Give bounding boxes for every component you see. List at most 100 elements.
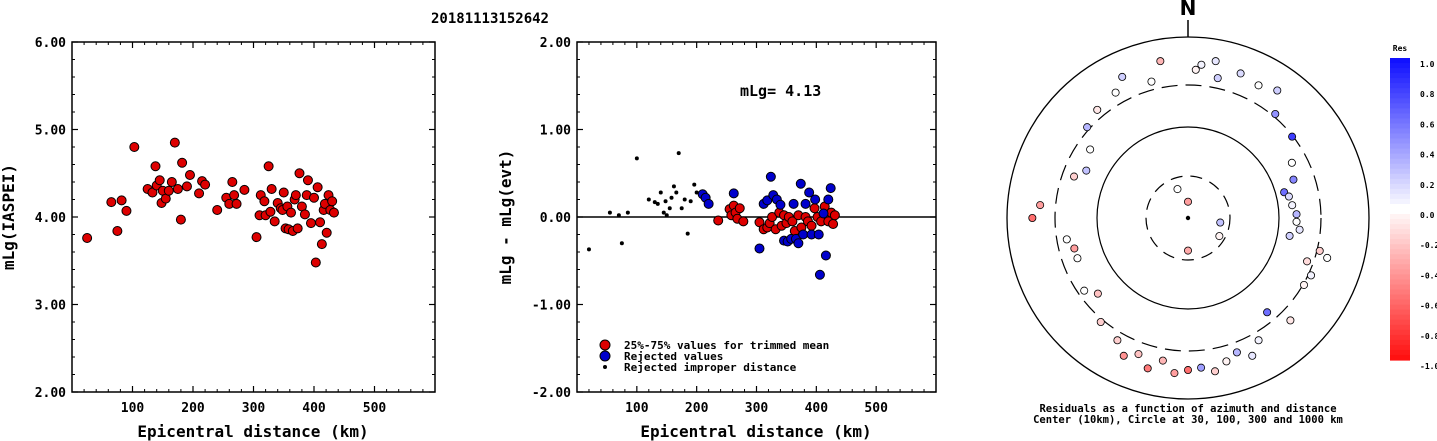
station-marker bbox=[1254, 336, 1263, 345]
colorbar-swatch bbox=[1390, 234, 1410, 240]
y-tick-label: 5.00 bbox=[35, 124, 66, 139]
station-marker bbox=[1082, 166, 1091, 175]
data-point bbox=[646, 197, 651, 202]
magnitude-vs-distance-chart: 2.00 3.00 4.00 5.00 6.00 100 200 300 400 500 Epi… bbox=[0, 36, 436, 441]
y-tick-labels: 2.00 3.00 4.00 5.00 6.00 bbox=[35, 36, 66, 401]
station-marker bbox=[1036, 201, 1045, 210]
ring-100km bbox=[1096, 126, 1280, 310]
x-tick-label: 400 bbox=[302, 401, 326, 416]
colorbar-swatch bbox=[1390, 324, 1410, 331]
station-marker bbox=[1113, 336, 1122, 345]
data-point bbox=[172, 184, 183, 194]
data-point bbox=[312, 182, 323, 193]
colorbar-swatch bbox=[1390, 178, 1410, 185]
colorbar-swatch bbox=[1390, 309, 1410, 316]
colorbar-swatch bbox=[1390, 354, 1410, 361]
station-marker bbox=[1213, 74, 1222, 83]
colorbar-swatch bbox=[1390, 269, 1410, 276]
station-marker bbox=[1287, 158, 1296, 167]
data-point bbox=[685, 231, 690, 236]
data-point bbox=[713, 215, 724, 226]
data-point bbox=[327, 196, 338, 207]
colorbar-swatch bbox=[1390, 193, 1410, 200]
x-tick-label: 300 bbox=[242, 401, 266, 416]
north-label: N bbox=[1180, 0, 1197, 20]
data-point bbox=[787, 216, 798, 227]
data-point bbox=[294, 168, 305, 179]
colorbar-swatch bbox=[1390, 138, 1410, 145]
colorbar-swatch bbox=[1390, 259, 1410, 265]
station-marker bbox=[1119, 351, 1128, 360]
data-point bbox=[299, 209, 310, 220]
station-marker bbox=[1323, 253, 1332, 262]
colorbar-label: 0.4 bbox=[1420, 151, 1435, 160]
y-tick-label: -2.00 bbox=[532, 386, 571, 401]
colorbar-swatch bbox=[1390, 163, 1410, 170]
data-point bbox=[177, 157, 188, 168]
colorbar-swatch bbox=[1390, 339, 1410, 346]
colorbar-swatch bbox=[1390, 329, 1410, 336]
data-point bbox=[818, 208, 829, 219]
data-point bbox=[328, 207, 339, 218]
data-point bbox=[679, 206, 684, 211]
x-axis-label: Epicentral distance (km) bbox=[137, 422, 368, 441]
y-tick-label: 0.00 bbox=[540, 211, 571, 226]
colorbar-swatch bbox=[1390, 274, 1410, 281]
data-point bbox=[269, 216, 280, 227]
data-point bbox=[694, 190, 699, 195]
station-marker bbox=[1170, 369, 1179, 378]
colorbar-swatch bbox=[1390, 78, 1410, 84]
station-marker bbox=[1232, 348, 1241, 357]
data-point bbox=[175, 214, 186, 225]
data-point bbox=[106, 197, 117, 208]
colorbar-swatch bbox=[1390, 203, 1410, 210]
colorbar-swatch bbox=[1390, 118, 1410, 125]
data-point bbox=[828, 219, 839, 229]
station-marker bbox=[1288, 201, 1297, 210]
data-point bbox=[212, 205, 223, 215]
station-marker bbox=[1156, 57, 1165, 66]
colorbar-swatch bbox=[1390, 209, 1410, 215]
data-point bbox=[316, 239, 327, 250]
legend-label-improper: Rejected improper distance bbox=[624, 361, 797, 374]
station-marker bbox=[1292, 210, 1301, 219]
station-marker bbox=[1028, 213, 1037, 222]
ring-300km bbox=[1054, 84, 1322, 352]
colorbar-swatch bbox=[1390, 63, 1410, 69]
colorbar-title: Res bbox=[1393, 44, 1408, 53]
data-point bbox=[676, 151, 681, 156]
data-point bbox=[259, 196, 270, 207]
colorbar-swatch bbox=[1390, 133, 1410, 140]
station-marker bbox=[1096, 317, 1105, 326]
station-marker bbox=[1134, 350, 1143, 359]
y-tick-labels: -2.00 -1.00 0.00 1.00 2.00 bbox=[532, 36, 571, 401]
data-point bbox=[229, 190, 240, 201]
data-point bbox=[607, 210, 612, 215]
axis-ticks bbox=[72, 41, 435, 393]
colorbar-swatch bbox=[1390, 183, 1410, 190]
data-point bbox=[825, 183, 836, 194]
colorbar-swatch bbox=[1390, 294, 1410, 301]
caption-line-1: Residuals as a function of azimuth and d… bbox=[1039, 403, 1336, 415]
data-point bbox=[634, 156, 639, 161]
data-point bbox=[194, 188, 205, 199]
station-marker bbox=[1118, 72, 1127, 81]
colorbar-swatch bbox=[1390, 173, 1410, 180]
data-point bbox=[663, 199, 668, 204]
station-marker bbox=[1158, 356, 1167, 365]
station-marker bbox=[1143, 364, 1152, 373]
x-axis-label: Epicentral distance (km) bbox=[640, 422, 871, 441]
y-axis-label: mLg(IASPEI) bbox=[0, 164, 18, 270]
data-point bbox=[166, 177, 177, 187]
data-point bbox=[116, 195, 127, 206]
y-tick-label: 1.00 bbox=[540, 124, 571, 139]
data-point bbox=[265, 206, 276, 217]
residual-vs-distance-chart: -2.00 -1.00 0.00 1.00 2.00 100 200 300 400 500 E… bbox=[496, 36, 937, 441]
x-tick-labels: 100 200 300 400 500 bbox=[625, 401, 888, 416]
data-point bbox=[292, 223, 303, 234]
colorbar-label: -0.6 bbox=[1420, 302, 1437, 311]
station-marker bbox=[1248, 351, 1257, 360]
colorbar-swatch bbox=[1390, 349, 1410, 356]
y-tick-label: 6.00 bbox=[35, 36, 66, 51]
